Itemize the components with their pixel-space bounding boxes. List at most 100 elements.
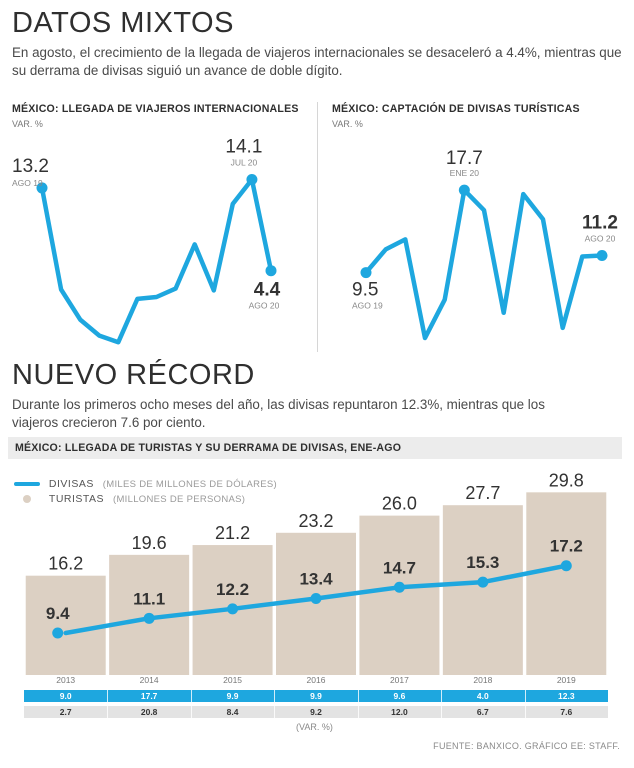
chart2-marker [360,267,372,279]
divisas-point-label: 13.4 [299,569,333,588]
turistas-bar [442,505,523,675]
chart2-value-label: 17.7 [446,148,483,169]
divisas-var-cell: 9.0 [59,691,72,701]
divisas-var-cell: 4.0 [476,691,489,701]
divisas-var-cell: 17.7 [140,691,158,701]
turistas-bar [359,515,440,675]
x-tick-label: 2014 [140,675,159,685]
x-tick-label: 2017 [390,675,409,685]
chart2-period-label: AGO 19 [352,301,383,311]
x-tick-label: 2019 [557,675,576,685]
chart1-value-label: 14.1 [225,136,262,157]
x-tick-label: 2013 [56,675,75,685]
turistas-bar-label: 21.2 [215,523,250,543]
divisas-point-label: 9.4 [46,604,70,623]
cell-separator [524,690,526,702]
var-note: (VAR. %) [296,722,333,732]
chart2-period-label: AGO 20 [585,233,616,243]
chart1-title: MÉXICO: LLEGADA DE VIAJEROS INTERNACIONA… [12,103,299,115]
chart2-ylabel: VAR. % [332,119,363,129]
divisas-point-label: 17.2 [550,537,583,556]
chart1-period-label: AGO 20 [249,301,280,311]
divisas-point-label: 11.1 [133,589,165,608]
divisas-point [393,581,405,593]
turistas-bar-label: 16.2 [48,554,83,574]
source-note: FUENTE: BANXICO. GRÁFICO EE: STAFF. [433,741,620,751]
cell-separator [107,690,109,702]
chart2-marker [596,249,608,261]
divisas-point [227,603,239,615]
divisas-point [52,627,64,639]
cell-separator [274,706,276,718]
divisas-point-label: 12.2 [216,580,249,599]
chart2-marker [458,184,470,196]
legend-turistas: TURISTAS (MILLONES DE PERSONAS) [14,493,245,505]
turistas-var-cell: 12.0 [391,707,408,717]
cell-separator [107,706,109,718]
turistas-bar-label: 29.8 [549,470,584,490]
chart2-series-line [363,187,605,341]
page-title: DATOS MIXTOS [12,7,234,39]
divisas-point [310,592,322,604]
legend-divisas-label: DIVISAS [48,478,94,490]
legend-turistas-label: TURISTAS [48,493,105,505]
turistas-bar-label: 27.7 [465,483,500,503]
chart2-period-label: ENE 20 [450,168,480,178]
cell-separator [357,706,359,718]
legend-divisas: DIVISAS (MILES DE MILLONES DE DÓLARES) [14,478,277,490]
cell-separator [441,706,443,718]
intro-text: En agosto, el crecimiento de la llegada … [12,45,622,78]
cell-separator [190,706,192,718]
cell-separator [524,706,526,718]
divisas-point [560,560,572,572]
chart1-value-label: 13.2 [12,156,49,177]
section2-intro: Durante los primeros ocho meses del año,… [12,397,545,430]
chart1-marker [36,182,48,194]
turistas-var-cell: 6.7 [476,707,489,717]
legend-divisas-unit: (MILES DE MILLONES DE DÓLARES) [102,479,278,490]
turistas-var-cell: 7.6 [560,707,573,717]
x-tick-label: 2018 [473,675,492,685]
chart1-ylabel: VAR. % [12,119,43,129]
chart1-period-label: AGO 19 [12,178,43,188]
divisas-point-label: 14.7 [383,558,416,577]
chart1-series-line [39,177,274,345]
chart3-title: MÉXICO: LLEGADA DE TURISTAS Y SU DERRAMA… [15,442,402,454]
section2-title: NUEVO RÉCORD [12,359,255,391]
divisas-var-cell: 9.9 [226,691,239,701]
divisas-var-cell: 12.3 [558,691,575,701]
chart2-value-label: 11.2 [582,212,618,233]
divider [317,102,318,352]
turistas-var-cell: 20.8 [140,707,158,717]
legend-turistas-unit: (MILLONES DE PERSONAS) [113,494,246,505]
turistas-bar [25,575,106,675]
cell-separator [441,690,443,702]
chart3-title-band: MÉXICO: LLEGADA DE TURISTAS Y SU DERRAMA… [8,437,622,459]
turistas-bar-label: 26.0 [382,494,417,514]
turistas-bar-label: 19.6 [132,533,167,553]
chart1-value-label: 4.4 [254,280,281,301]
legend-line-swatch [14,482,40,487]
cell-separator [357,690,359,702]
chart2-title: MÉXICO: CAPTACIÓN DE DIVISAS TURÍSTICAS [332,103,580,115]
divisas-var-cell: 9.9 [310,691,322,701]
turistas-var-cell: 9.2 [310,707,322,717]
divisas-point-label: 15.3 [466,553,499,572]
chart1-marker [246,173,258,185]
cell-separator [274,690,276,702]
x-tick-label: 2016 [307,675,326,685]
chart2-value-label: 9.5 [352,280,378,301]
turistas-bar [526,492,607,675]
chart1-marker [265,265,277,277]
x-tick-label: 2015 [223,675,242,685]
turistas-var-row: 2.7 20.8 8.4 9.2 12.0 6.7 7.6 [24,706,608,718]
divisas-var-row: 9.0 17.7 9.9 9.9 9.6 4.0 12.3 [24,690,608,702]
divisas-point [477,576,489,588]
divisas-point [143,612,155,624]
turistas-bar-label: 23.2 [298,511,333,531]
turistas-var-cell: 2.7 [59,707,72,717]
legend-dot-swatch [23,495,31,504]
chart3-plot: 16.2 2013 19.6 2014 21.2 2015 23.2 2016 26.0 2017… [25,470,607,685]
